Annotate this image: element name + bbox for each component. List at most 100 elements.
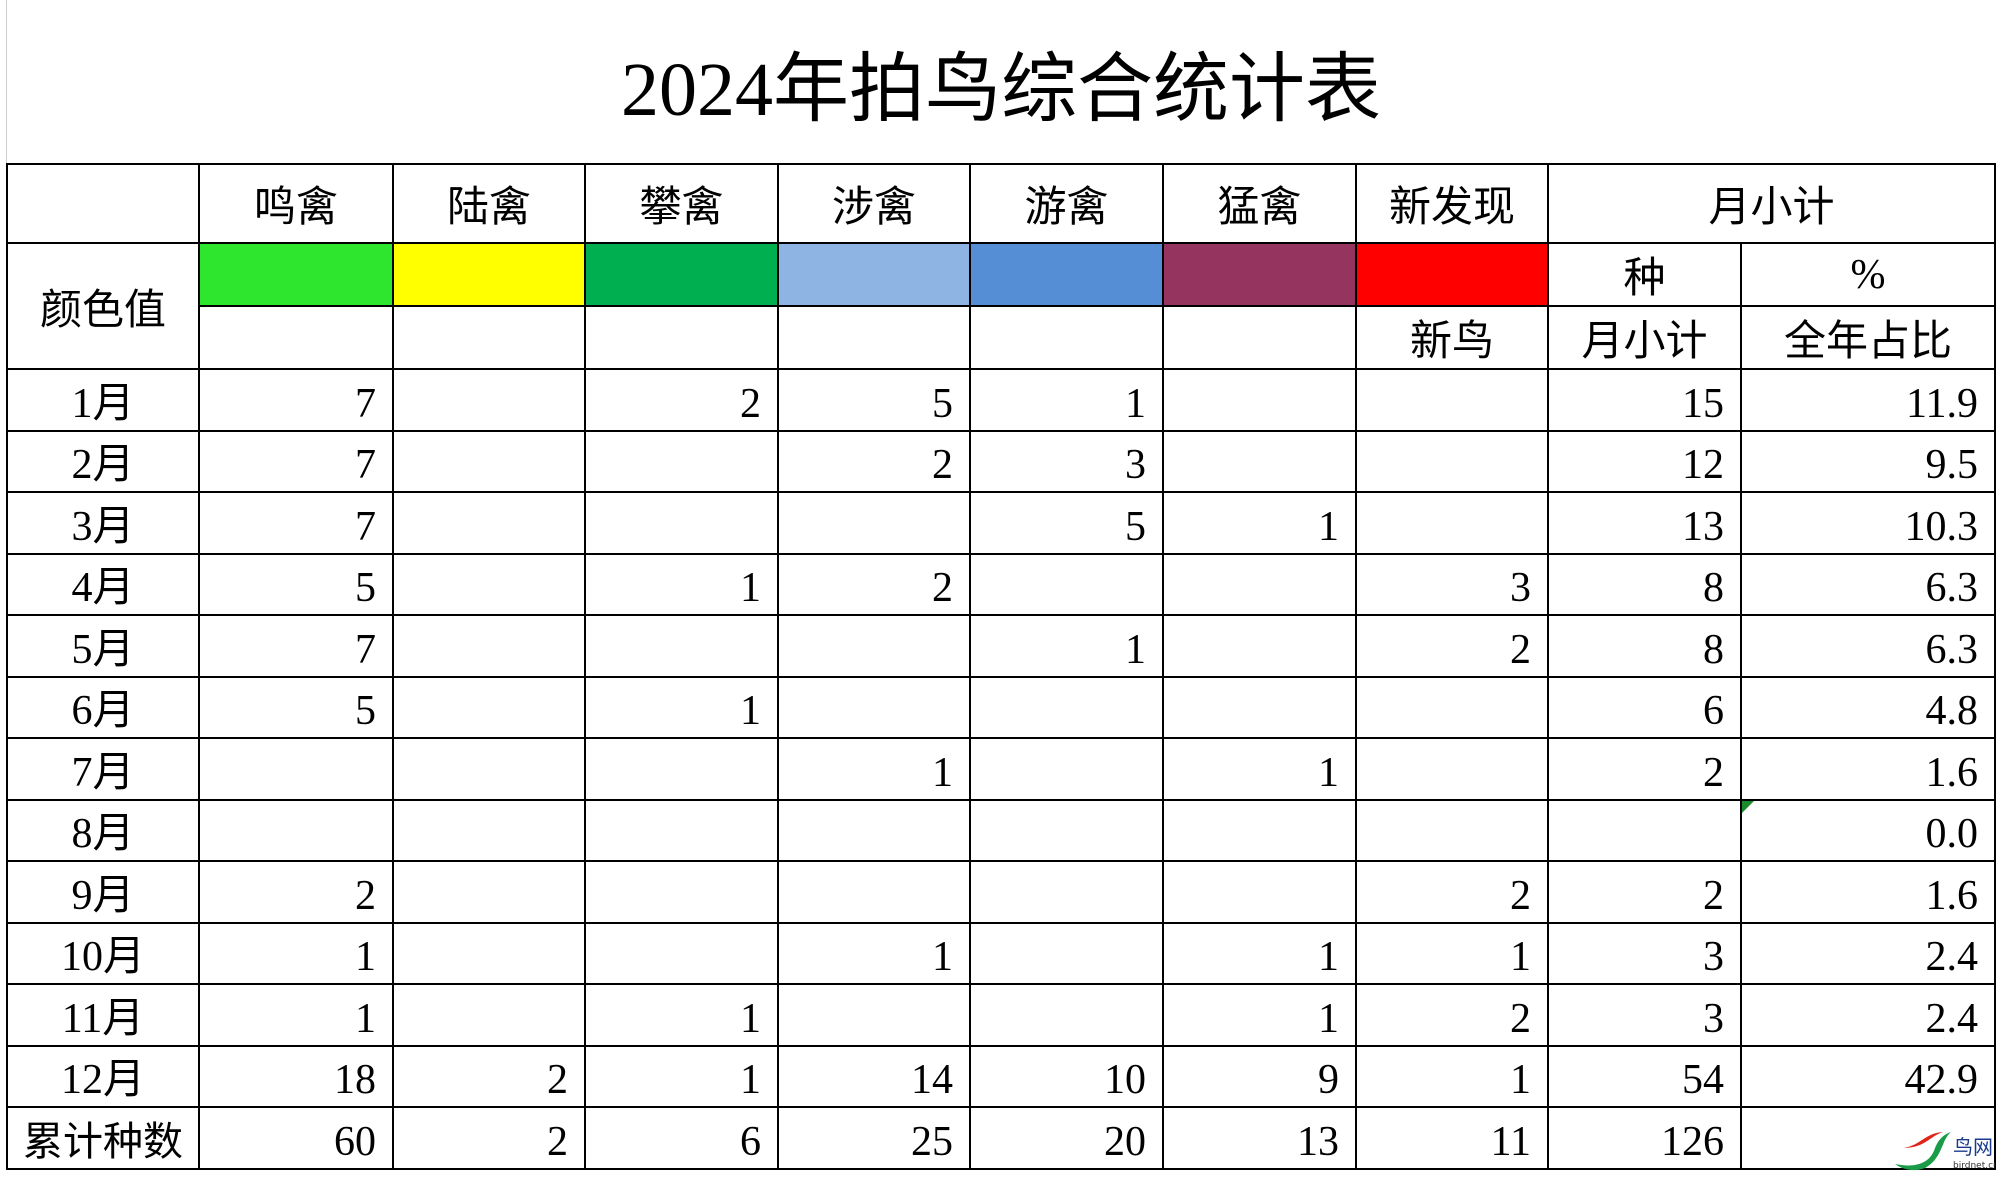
subtotal-cell[interactable]	[1547, 798, 1742, 862]
category-header[interactable]: 陆禽	[392, 163, 586, 244]
value-cell[interactable]	[392, 921, 586, 985]
value-cell[interactable]	[777, 491, 971, 555]
month-cell[interactable]: 12月	[6, 1044, 200, 1108]
subtotal-cell[interactable]: 8	[1547, 552, 1742, 616]
percent-cell[interactable]: 2.4	[1740, 921, 1996, 985]
value-cell[interactable]	[777, 614, 971, 678]
category-header[interactable]: 鸣禽	[198, 163, 394, 244]
value-cell[interactable]	[777, 860, 971, 924]
category-header[interactable]: 新发现	[1355, 163, 1549, 244]
percent-cell[interactable]: 11.9	[1740, 368, 1996, 432]
value-cell[interactable]: 3	[1355, 552, 1549, 616]
empty-cell[interactable]	[777, 305, 971, 370]
value-cell[interactable]: 18	[198, 1044, 394, 1108]
month-cell[interactable]: 3月	[6, 491, 200, 555]
percent-header[interactable]: %	[1740, 242, 1996, 307]
value-cell[interactable]	[969, 983, 1164, 1047]
subtotal-cell[interactable]: 54	[1547, 1044, 1742, 1108]
month-cell[interactable]: 7月	[6, 737, 200, 801]
value-cell[interactable]: 5	[969, 491, 1164, 555]
year-share-header[interactable]: 全年占比	[1740, 305, 1996, 370]
value-cell[interactable]: 2	[198, 860, 394, 924]
value-cell[interactable]: 7	[198, 368, 394, 432]
color-swatch[interactable]	[198, 242, 394, 307]
new-bird-label[interactable]: 新鸟	[1355, 305, 1549, 370]
value-cell[interactable]	[1162, 429, 1357, 493]
subtotal-cell[interactable]: 3	[1547, 921, 1742, 985]
subtotal-cell[interactable]: 3	[1547, 983, 1742, 1047]
color-swatch[interactable]	[777, 242, 971, 307]
color-swatch[interactable]	[969, 242, 1164, 307]
value-cell[interactable]: 1	[1355, 1044, 1549, 1108]
month-cell[interactable]: 8月	[6, 798, 200, 862]
value-cell[interactable]: 2	[392, 1044, 586, 1108]
value-cell[interactable]	[1162, 675, 1357, 739]
value-cell[interactable]	[392, 368, 586, 432]
percent-cell[interactable]: 42.9	[1740, 1044, 1996, 1108]
value-cell[interactable]	[969, 798, 1164, 862]
value-cell[interactable]: 25	[777, 1106, 971, 1170]
month-cell[interactable]: 9月	[6, 860, 200, 924]
subtotal-cell[interactable]: 8	[1547, 614, 1742, 678]
percent-cell[interactable]: 2.4	[1740, 983, 1996, 1047]
value-cell[interactable]: 20	[969, 1106, 1164, 1170]
value-cell[interactable]: 2	[584, 368, 779, 432]
value-cell[interactable]	[392, 860, 586, 924]
category-header[interactable]: 游禽	[969, 163, 1164, 244]
color-swatch[interactable]	[1162, 242, 1357, 307]
value-cell[interactable]: 5	[198, 552, 394, 616]
value-cell[interactable]: 1	[584, 552, 779, 616]
value-cell[interactable]	[392, 675, 586, 739]
value-cell[interactable]: 7	[198, 429, 394, 493]
value-cell[interactable]	[1162, 552, 1357, 616]
value-cell[interactable]: 1	[1355, 921, 1549, 985]
value-cell[interactable]: 1	[198, 983, 394, 1047]
value-cell[interactable]: 2	[1355, 860, 1549, 924]
subtotal-cell[interactable]: 15	[1547, 368, 1742, 432]
value-cell[interactable]	[1355, 737, 1549, 801]
month-cell[interactable]: 4月	[6, 552, 200, 616]
color-swatch[interactable]	[392, 242, 586, 307]
value-cell[interactable]: 1	[198, 921, 394, 985]
subtotal-cell[interactable]: 2	[1547, 737, 1742, 801]
value-cell[interactable]	[777, 675, 971, 739]
species-header[interactable]: 种	[1547, 242, 1742, 307]
value-cell[interactable]: 1	[584, 1044, 779, 1108]
month-cell[interactable]: 11月	[6, 983, 200, 1047]
category-header[interactable]: 猛禽	[1162, 163, 1357, 244]
value-cell[interactable]	[392, 798, 586, 862]
value-cell[interactable]	[777, 983, 971, 1047]
value-cell[interactable]: 5	[198, 675, 394, 739]
value-cell[interactable]: 1	[584, 983, 779, 1047]
value-cell[interactable]: 60	[198, 1106, 394, 1170]
value-cell[interactable]	[1162, 860, 1357, 924]
subtotal-cell[interactable]: 12	[1547, 429, 1742, 493]
subtotal-cell[interactable]: 2	[1547, 860, 1742, 924]
value-cell[interactable]: 1	[1162, 737, 1357, 801]
value-cell[interactable]	[969, 675, 1164, 739]
value-cell[interactable]	[584, 429, 779, 493]
value-cell[interactable]	[1162, 614, 1357, 678]
subtotal-cell[interactable]: 126	[1547, 1106, 1742, 1170]
value-cell[interactable]: 9	[1162, 1044, 1357, 1108]
value-cell[interactable]	[584, 614, 779, 678]
subtotal-cell[interactable]: 6	[1547, 675, 1742, 739]
month-cell[interactable]: 2月	[6, 429, 200, 493]
value-cell[interactable]: 5	[777, 368, 971, 432]
value-cell[interactable]	[392, 737, 586, 801]
value-cell[interactable]	[584, 860, 779, 924]
percent-cell[interactable]: 9.5	[1740, 429, 1996, 493]
percent-cell[interactable]: 10.3	[1740, 491, 1996, 555]
value-cell[interactable]: 7	[198, 614, 394, 678]
value-cell[interactable]	[1355, 429, 1549, 493]
empty-cell[interactable]	[392, 305, 586, 370]
month-cell[interactable]: 10月	[6, 921, 200, 985]
value-cell[interactable]: 14	[777, 1044, 971, 1108]
value-cell[interactable]: 2	[777, 552, 971, 616]
empty-cell[interactable]	[584, 305, 779, 370]
value-cell[interactable]	[392, 491, 586, 555]
value-cell[interactable]	[1355, 798, 1549, 862]
value-cell[interactable]	[1162, 368, 1357, 432]
value-cell[interactable]	[584, 798, 779, 862]
value-cell[interactable]: 6	[584, 1106, 779, 1170]
